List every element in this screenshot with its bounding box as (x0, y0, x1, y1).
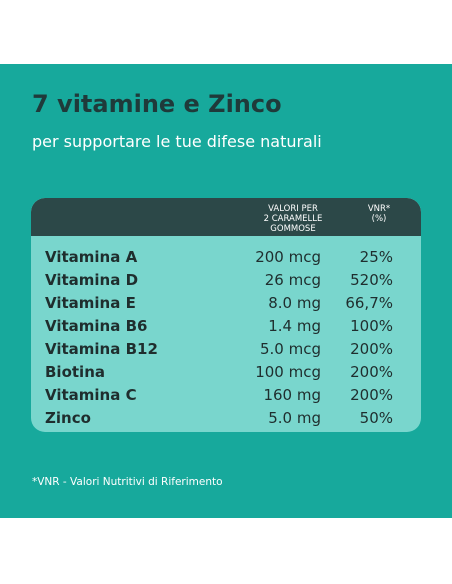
nutrient-vnr: 66,7% (345, 294, 393, 312)
table-row: Vitamina A 200 mcg 25% (31, 246, 421, 269)
nutrient-amount: 200 mcg (255, 248, 321, 266)
nutrient-name: Zinco (45, 409, 91, 427)
nutrient-name: Vitamina B6 (45, 317, 148, 335)
nutrient-vnr: 50% (359, 409, 393, 427)
info-panel: 7 vitamine e Zinco per supportare le tue… (0, 64, 452, 518)
header-vnr: VNR* (%) (367, 204, 391, 224)
table-row: Vitamina E 8.0 mg 66,7% (31, 292, 421, 315)
nutrient-amount: 26 mcg (264, 271, 321, 289)
nutrient-name: Vitamina A (45, 248, 138, 266)
nutrient-amount: 8.0 mg (268, 294, 321, 312)
nutrient-name: Vitamina B12 (45, 340, 158, 358)
table-row: Vitamina B12 5.0 mcg 200% (31, 338, 421, 361)
nutrient-amount: 100 mcg (255, 363, 321, 381)
nutrient-amount: 5.0 mcg (259, 340, 321, 358)
footnote: *VNR - Valori Nutritivi di Riferimento (32, 476, 223, 488)
nutrient-name: Biotina (45, 363, 105, 381)
table-row: Biotina 100 mcg 200% (31, 361, 421, 384)
header-amount: VALORI PER 2 CARAMELLE GOMMOSE (263, 204, 323, 234)
table-body: Vitamina A 200 mcg 25% Vitamina D 26 mcg… (31, 246, 421, 430)
nutrient-vnr: 520% (350, 271, 393, 289)
nutrition-table: VALORI PER 2 CARAMELLE GOMMOSE VNR* (%) … (31, 198, 421, 432)
table-row: Vitamina B6 1.4 mg 100% (31, 315, 421, 338)
nutrient-name: Vitamina C (45, 386, 137, 404)
table-row: Zinco 5.0 mg 50% (31, 407, 421, 430)
table-row: Vitamina C 160 mg 200% (31, 384, 421, 407)
nutrient-name: Vitamina D (45, 271, 139, 289)
nutrient-name: Vitamina E (45, 294, 136, 312)
table-row: Vitamina D 26 mcg 520% (31, 269, 421, 292)
nutrient-amount: 160 mg (263, 386, 321, 404)
nutrient-vnr: 200% (350, 340, 393, 358)
nutrient-vnr: 200% (350, 386, 393, 404)
nutrient-amount: 5.0 mg (268, 409, 321, 427)
nutrient-amount: 1.4 mg (268, 317, 321, 335)
nutrient-vnr: 100% (350, 317, 393, 335)
page-subtitle: per supportare le tue difese naturali (32, 132, 322, 151)
nutrient-vnr: 200% (350, 363, 393, 381)
page-title: 7 vitamine e Zinco (32, 90, 282, 118)
table-header: VALORI PER 2 CARAMELLE GOMMOSE VNR* (%) (31, 198, 421, 236)
nutrient-vnr: 25% (359, 248, 393, 266)
